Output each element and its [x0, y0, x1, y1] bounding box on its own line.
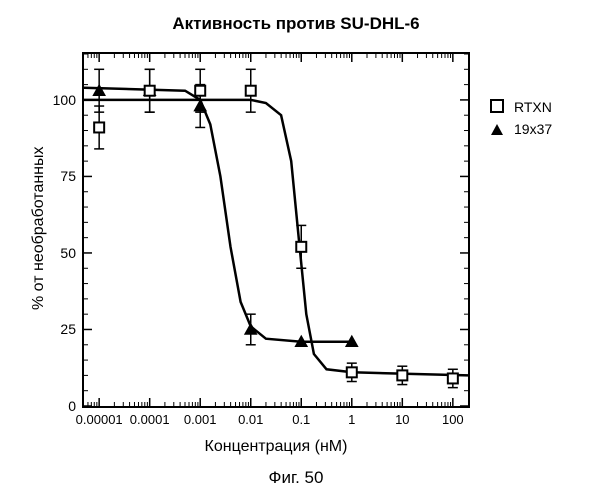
x-tick-label: 1 [348, 412, 355, 427]
legend-label: 19x37 [514, 121, 552, 137]
x-axis-label: Концентрация (нМ) [82, 438, 470, 456]
y-tick-label: 50 [36, 245, 76, 261]
legend-item-19x37: 19x37 [488, 118, 552, 140]
x-tick-label: 0.001 [184, 412, 217, 427]
square-icon [488, 99, 506, 116]
x-tick-label: 10 [395, 412, 409, 427]
legend-label: RTXN [514, 99, 552, 115]
plot-area [82, 52, 470, 408]
y-tick-label: 100 [36, 92, 76, 108]
y-tick-label: 25 [36, 321, 76, 337]
legend: RTXN 19x37 [488, 96, 552, 140]
y-tick-label: 0 [36, 398, 76, 414]
y-tick-label: 75 [36, 168, 76, 184]
x-tick-label: 100 [442, 412, 464, 427]
figure-caption: Фиг. 50 [0, 468, 592, 488]
chart-container: Активность против SU-DHL-6 % от необрабо… [0, 0, 592, 500]
x-tick-label: 0.0001 [130, 412, 170, 427]
triangle-icon [488, 121, 506, 137]
x-tick-label: 0.01 [238, 412, 263, 427]
x-tick-label: 0.00001 [76, 412, 123, 427]
legend-item-rtxn: RTXN [488, 96, 552, 118]
chart-title: Активность против SU-DHL-6 [0, 14, 592, 34]
x-tick-label: 0.1 [292, 412, 310, 427]
plot-svg [84, 54, 468, 406]
